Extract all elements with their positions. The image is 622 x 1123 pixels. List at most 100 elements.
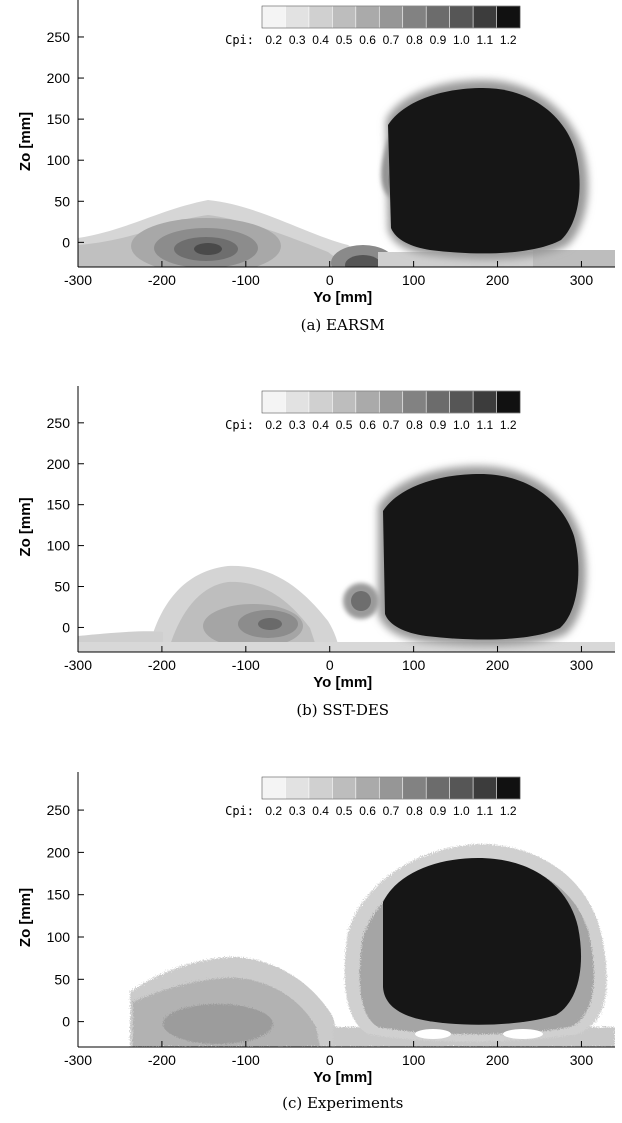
colorbar-swatch-c <box>285 776 310 800</box>
y-tick-label-b: 0 <box>62 619 70 635</box>
colorbar-swatch-b <box>378 390 404 414</box>
x-tick-label-b: 100 <box>402 657 426 673</box>
colorbar-swatch-a <box>308 5 334 29</box>
y-tick-label-c: 50 <box>54 971 70 987</box>
panel-caption-c: (c) Experiments <box>282 1094 403 1112</box>
x-tick-label-a: -200 <box>148 272 176 288</box>
panel-caption-a: (a) EARSM <box>301 316 385 334</box>
x-tick-label-c: -100 <box>232 1052 260 1068</box>
colorbar-level-label-b: 0.7 <box>383 418 400 432</box>
colorbar-swatch-a <box>496 5 521 29</box>
colorbar-swatch-b <box>496 390 521 414</box>
y-tick-label-b: 50 <box>54 579 70 595</box>
x-tick-label-a: -100 <box>232 272 260 288</box>
colorbar-level-label-b: 0.6 <box>359 418 376 432</box>
colorbar-level-label-a: 1.0 <box>453 33 470 47</box>
x-tick-label-a: 0 <box>326 272 334 288</box>
y-tick-label-c: 0 <box>62 1014 70 1030</box>
x-tick-label-a: 300 <box>570 272 594 288</box>
colorbar-swatch-c <box>472 776 498 800</box>
colorbar-swatch-b <box>425 390 451 414</box>
colorbar-title-a: Cpi: <box>225 33 254 47</box>
y-axis-label-c: Zo [mm] <box>17 888 34 947</box>
x-tick-label-b: -300 <box>64 657 92 673</box>
colorbar-level-label-b: 0.8 <box>406 418 423 432</box>
colorbar-swatch-c <box>332 776 357 800</box>
colorbar-level-label-b: 1.2 <box>500 418 517 432</box>
colorbar-level-label-a: 0.2 <box>265 33 282 47</box>
colorbar-level-label-c: 0.3 <box>289 804 306 818</box>
x-tick-label-b: 300 <box>570 657 594 673</box>
plot-area-b <box>78 386 615 652</box>
colorbar-swatch-b <box>332 390 357 414</box>
colorbar-swatch-c <box>261 776 287 800</box>
colorbar-swatch-c <box>402 776 427 800</box>
colorbar-swatch-a <box>332 5 357 29</box>
colorbar-swatch-a <box>402 5 427 29</box>
x-tick-label-c: 300 <box>570 1052 594 1068</box>
colorbar-swatch-b <box>261 390 287 414</box>
y-tick-label-a: 0 <box>62 234 70 250</box>
colorbar-swatch-c <box>425 776 451 800</box>
colorbar-swatch-b <box>402 390 427 414</box>
colorbar-swatch-c <box>449 776 474 800</box>
x-axis-label-a: Yo [mm] <box>313 289 372 306</box>
y-tick-label-a: 200 <box>47 70 71 86</box>
colorbar-level-label-a: 1.1 <box>476 33 493 47</box>
colorbar-level-label-a: 0.5 <box>336 33 353 47</box>
y-tick-label-c: 200 <box>47 844 71 860</box>
panel-caption-b: (b) SST-DES <box>296 701 389 719</box>
x-tick-label-b: -100 <box>232 657 260 673</box>
colorbar-swatch-b <box>285 390 310 414</box>
colorbar-level-label-c: 0.5 <box>336 804 353 818</box>
colorbar-level-label-b: 0.9 <box>430 418 447 432</box>
colorbar-level-label-b: 0.5 <box>336 418 353 432</box>
y-axis-label-b: Zo [mm] <box>17 497 34 556</box>
panel-a <box>78 0 615 267</box>
y-tick-label-c: 250 <box>47 802 71 818</box>
x-axis-label-b: Yo [mm] <box>313 674 372 691</box>
colorbar-title-b: Cpi: <box>225 418 254 432</box>
colorbar-frame-b <box>261 390 521 414</box>
colorbar-level-label-a: 0.9 <box>430 33 447 47</box>
colorbar-level-label-c: 0.9 <box>430 804 447 818</box>
plot-area-c <box>78 772 615 1047</box>
y-tick-label-a: 100 <box>47 152 71 168</box>
colorbar-swatch-a <box>355 5 381 29</box>
colorbar-swatch-a <box>449 5 474 29</box>
colorbar-level-label-a: 0.4 <box>312 33 329 47</box>
axes-overlay: -300 -200 -100 0 100 200 300 0 50 100 150 200 250 Yo … <box>17 0 615 1112</box>
x-tick-label-c: -300 <box>64 1052 92 1068</box>
colorbar-swatch-c <box>378 776 404 800</box>
colorbar-level-label-b: 0.2 <box>265 418 282 432</box>
colorbar-level-label-c: 1.2 <box>500 804 517 818</box>
panel-c <box>78 772 615 1047</box>
x-tick-label-b: 200 <box>486 657 510 673</box>
colorbar-level-label-c: 0.6 <box>359 804 376 818</box>
x-tick-label-c: 0 <box>326 1052 334 1068</box>
y-tick-label-b: 200 <box>47 456 71 472</box>
colorbar-level-label-c: 0.2 <box>265 804 282 818</box>
x-tick-label-c: 200 <box>486 1052 510 1068</box>
x-tick-label-a: 200 <box>486 272 510 288</box>
x-tick-label-b: 0 <box>326 657 334 673</box>
x-tick-label-a: 100 <box>402 272 426 288</box>
colorbar-level-label-a: 1.2 <box>500 33 517 47</box>
colorbar-swatch-a <box>285 5 310 29</box>
colorbar-level-label-c: 0.8 <box>406 804 423 818</box>
colorbar-swatch-b <box>308 390 334 414</box>
x-tick-label-b: -200 <box>148 657 176 673</box>
colorbar-swatch-a <box>378 5 404 29</box>
colorbar-level-label-c: 0.7 <box>383 804 400 818</box>
colorbar-level-label-a: 0.7 <box>383 33 400 47</box>
colorbar-swatch-a <box>261 5 287 29</box>
y-tick-label-c: 150 <box>47 887 71 903</box>
colorbar-swatch-c <box>308 776 334 800</box>
colorbar-title-c: Cpi: <box>225 804 254 818</box>
plot-area-a <box>78 0 615 267</box>
colorbar-swatch-a <box>472 5 498 29</box>
colorbar-level-label-a: 0.6 <box>359 33 376 47</box>
colorbar-level-label-c: 1.1 <box>476 804 493 818</box>
y-tick-label-b: 150 <box>47 497 71 513</box>
panel-b <box>78 386 615 652</box>
